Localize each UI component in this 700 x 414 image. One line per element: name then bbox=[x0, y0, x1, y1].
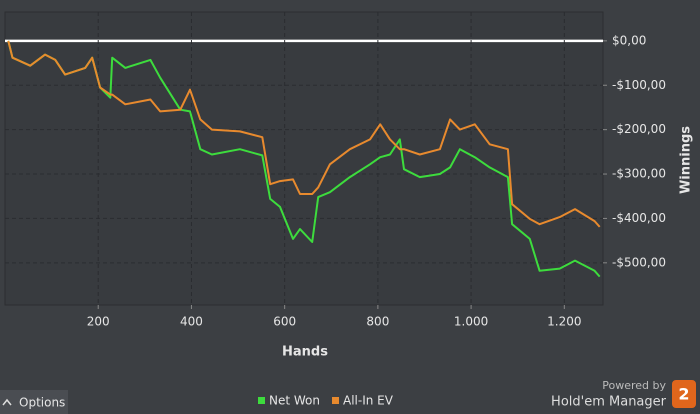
series-line bbox=[7, 40, 601, 228]
logo bbox=[672, 380, 696, 408]
x-axis-label: Hands bbox=[282, 345, 328, 360]
legend-label: Net Won bbox=[269, 394, 320, 408]
x-tick-label: 600 bbox=[273, 315, 296, 329]
legend-swatch bbox=[258, 397, 265, 404]
y-tick-label: -$200,00 bbox=[612, 122, 666, 136]
x-tick-label: 200 bbox=[87, 315, 110, 329]
y-tick-label: $0,00 bbox=[612, 33, 646, 47]
x-tick-label: 400 bbox=[180, 315, 203, 329]
powered-by: Powered by bbox=[602, 379, 666, 392]
caret-icon[interactable] bbox=[2, 398, 12, 406]
brand: Hold'em Manager bbox=[551, 395, 667, 410]
x-tick-label: 1.000 bbox=[454, 315, 488, 329]
y-tick-label: -$500,00 bbox=[612, 255, 666, 269]
legend-swatch bbox=[332, 397, 339, 404]
x-tick-label: 800 bbox=[366, 315, 389, 329]
plot-area bbox=[4, 11, 604, 306]
x-tick-label: 1.200 bbox=[547, 315, 581, 329]
logo-text: 2 bbox=[678, 385, 689, 404]
y-tick-label: -$300,00 bbox=[612, 167, 666, 181]
options-button[interactable]: Options bbox=[0, 390, 68, 414]
legend-label: All-In EV bbox=[343, 394, 394, 408]
options-button-bg[interactable] bbox=[0, 390, 68, 414]
y-axis-label: Winnings bbox=[679, 126, 694, 194]
y-tick-label: -$400,00 bbox=[612, 211, 666, 225]
options-label[interactable]: Options bbox=[19, 396, 65, 410]
y-tick-label: -$100,00 bbox=[612, 78, 666, 92]
